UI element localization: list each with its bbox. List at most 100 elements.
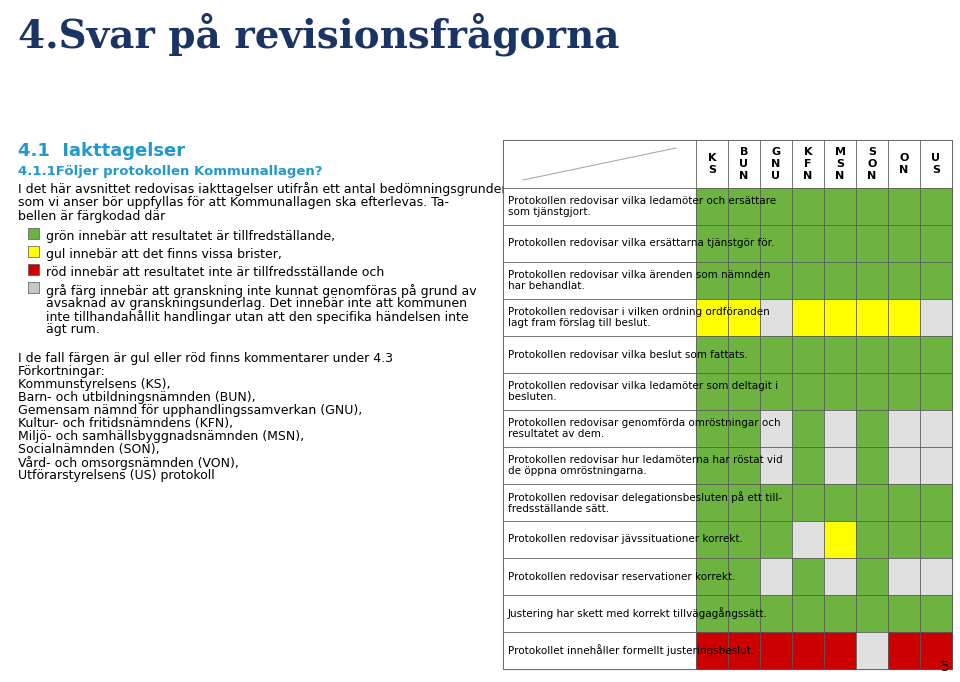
Bar bbox=[728, 484, 760, 521]
Bar bbox=[792, 595, 824, 632]
Bar bbox=[28, 246, 39, 257]
Text: I de fall färgen är gul eller röd finns kommentarer under 4.3: I de fall färgen är gul eller röd finns … bbox=[18, 352, 393, 365]
Text: G
N
U: G N U bbox=[772, 147, 780, 181]
Bar bbox=[696, 484, 728, 521]
Bar bbox=[503, 262, 696, 299]
Bar bbox=[760, 299, 792, 336]
Bar bbox=[856, 447, 888, 484]
Bar bbox=[503, 140, 696, 188]
Bar bbox=[696, 188, 728, 225]
Text: K
S: K S bbox=[708, 153, 716, 175]
Bar bbox=[888, 373, 920, 410]
Text: Socialnämnden (SON),: Socialnämnden (SON), bbox=[18, 443, 159, 456]
Bar bbox=[696, 632, 728, 669]
Text: S
O
N: S O N bbox=[867, 147, 876, 181]
Bar bbox=[824, 447, 856, 484]
Text: Protokollen redovisar hur ledamöterna har röstat vid
de öppna omröstningarna.: Protokollen redovisar hur ledamöterna ha… bbox=[508, 455, 782, 476]
Bar bbox=[696, 373, 728, 410]
Bar bbox=[888, 225, 920, 262]
Text: Justering har skett med korrekt tillvägagångssätt.: Justering har skett med korrekt tillväga… bbox=[508, 608, 768, 619]
Text: Miljö- och samhällsbyggnadsnämnden (MSN),: Miljö- och samhällsbyggnadsnämnden (MSN)… bbox=[18, 430, 304, 443]
Bar bbox=[856, 225, 888, 262]
Bar bbox=[728, 410, 760, 447]
Bar bbox=[824, 140, 856, 188]
Bar bbox=[760, 336, 792, 373]
Bar bbox=[696, 558, 728, 595]
Bar bbox=[760, 558, 792, 595]
Bar bbox=[792, 373, 824, 410]
Bar bbox=[696, 225, 728, 262]
Text: Protokollen redovisar i vilken ordning ordföranden
lagt fram förslag till beslut: Protokollen redovisar i vilken ordning o… bbox=[508, 307, 770, 328]
Text: K
F
N: K F N bbox=[804, 147, 812, 181]
Bar bbox=[824, 373, 856, 410]
Bar bbox=[760, 521, 792, 558]
Text: Kultur- och fritidsnämndens (KFN),: Kultur- och fritidsnämndens (KFN), bbox=[18, 417, 233, 430]
Bar bbox=[760, 188, 792, 225]
Bar bbox=[503, 521, 696, 558]
Text: Protokollen redovisar vilka ärenden som nämnden
har behandlat.: Protokollen redovisar vilka ärenden som … bbox=[508, 269, 770, 291]
Bar bbox=[856, 140, 888, 188]
Text: Kommunstyrelsens (KS),: Kommunstyrelsens (KS), bbox=[18, 378, 171, 391]
Bar bbox=[824, 336, 856, 373]
Text: inte tillhandahållit handlingar utan att den specifika händelsen inte: inte tillhandahållit handlingar utan att… bbox=[46, 310, 468, 324]
Bar bbox=[760, 140, 792, 188]
Bar bbox=[503, 299, 696, 336]
Bar bbox=[503, 373, 696, 410]
Text: 4.1.1Följer protokollen Kommunallagen?: 4.1.1Följer protokollen Kommunallagen? bbox=[18, 165, 323, 178]
Bar bbox=[920, 188, 952, 225]
Bar bbox=[856, 373, 888, 410]
Bar bbox=[888, 140, 920, 188]
Bar bbox=[792, 521, 824, 558]
Bar bbox=[888, 558, 920, 595]
Bar bbox=[888, 447, 920, 484]
Text: 5: 5 bbox=[941, 660, 950, 674]
Text: grå färg innebär att granskning inte kunnat genomföras på grund av: grå färg innebär att granskning inte kun… bbox=[46, 284, 476, 298]
Bar bbox=[728, 336, 760, 373]
Text: Protokollet innehåller formellt justeringsbeslut.: Protokollet innehåller formellt justerin… bbox=[508, 644, 755, 657]
Bar bbox=[728, 299, 760, 336]
Bar bbox=[728, 558, 760, 595]
Bar bbox=[792, 484, 824, 521]
Bar bbox=[728, 632, 760, 669]
Text: I det här avsnittet redovisas iakttagelser utifrån ett antal bedömningsgrunder: I det här avsnittet redovisas iakttagels… bbox=[18, 182, 507, 196]
Bar bbox=[856, 336, 888, 373]
Bar bbox=[728, 188, 760, 225]
Text: O
N: O N bbox=[900, 153, 909, 175]
Bar bbox=[856, 558, 888, 595]
Text: 4.Svar på revisionsfrågorna: 4.Svar på revisionsfrågorna bbox=[18, 12, 619, 55]
Bar bbox=[824, 484, 856, 521]
Bar bbox=[728, 262, 760, 299]
Bar bbox=[503, 336, 696, 373]
Bar bbox=[728, 373, 760, 410]
Text: M
S
N: M S N bbox=[834, 147, 846, 181]
Text: ägt rum.: ägt rum. bbox=[46, 323, 100, 336]
Bar bbox=[760, 595, 792, 632]
Bar bbox=[728, 225, 760, 262]
Bar bbox=[503, 558, 696, 595]
Text: Protokollen redovisar reservationer korrekt.: Protokollen redovisar reservationer korr… bbox=[508, 572, 735, 582]
Bar bbox=[920, 632, 952, 669]
Bar bbox=[696, 299, 728, 336]
Bar bbox=[824, 632, 856, 669]
Bar bbox=[28, 282, 39, 293]
Bar bbox=[503, 225, 696, 262]
Text: Protokollen redovisar vilka ersättarna tjänstgör för.: Protokollen redovisar vilka ersättarna t… bbox=[508, 239, 775, 248]
Bar bbox=[920, 336, 952, 373]
Bar bbox=[792, 410, 824, 447]
Bar bbox=[696, 447, 728, 484]
Bar bbox=[920, 373, 952, 410]
Text: Förkortningar:: Förkortningar: bbox=[18, 365, 106, 378]
Text: Protokollen redovisar jävssituationer korrekt.: Protokollen redovisar jävssituationer ko… bbox=[508, 535, 743, 544]
Bar bbox=[792, 632, 824, 669]
Bar bbox=[792, 336, 824, 373]
Bar bbox=[792, 447, 824, 484]
Bar bbox=[696, 140, 728, 188]
Bar bbox=[888, 262, 920, 299]
Bar bbox=[920, 299, 952, 336]
Bar bbox=[888, 484, 920, 521]
Bar bbox=[728, 447, 760, 484]
Bar bbox=[792, 225, 824, 262]
Text: Barn- och utbildningsnämnden (BUN),: Barn- och utbildningsnämnden (BUN), bbox=[18, 391, 255, 404]
Bar bbox=[728, 140, 760, 188]
Text: gul innebär att det finns vissa brister,: gul innebär att det finns vissa brister, bbox=[46, 248, 282, 261]
